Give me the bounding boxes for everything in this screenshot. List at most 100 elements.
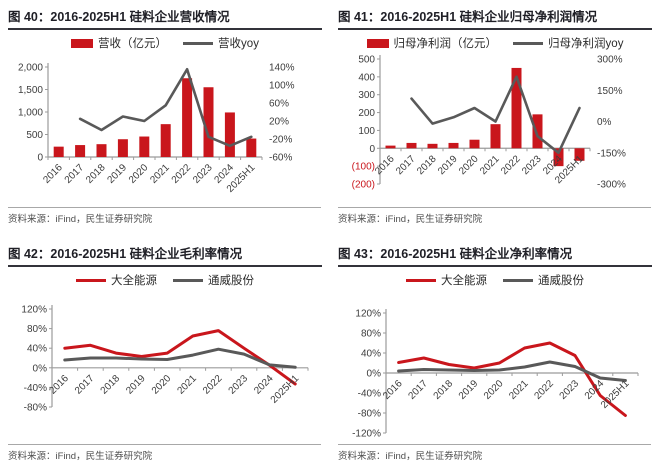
source-divider [338,444,651,445]
x-axis-category-label: 2019 [457,378,481,402]
bar [385,145,396,149]
y-axis-tick-label: -120% [352,429,381,440]
x-axis-category-label: 2021 [148,162,172,186]
y-axis-tick-label: 40% [27,344,47,355]
x-axis-category-label: 2020 [482,378,506,402]
bar [203,87,214,157]
source-text: 资料来源：iFind，民生证券研究院 [338,451,483,462]
x-axis-category-label: 2022 [201,373,225,397]
legend-item-daqo: 大全能源 [406,272,487,288]
panel-fig-42: 图 42：2016-2025H1 硅料企业毛利率情况 大全能源 通威股份 120… [0,237,330,474]
x-axis-category-label: 2021 [507,378,531,402]
figure-40-title-text: 2016-2025H1 硅料企业营收情况 [50,10,230,24]
x-axis-category-label: 2022 [532,378,556,402]
legend-item-revenue-yoy: 营收yoy [183,35,259,51]
legend-bar-swatch [366,38,389,48]
legend-item-revenue: 营收（亿元） [71,35,167,51]
x-axis-category-label: 2017 [63,162,87,186]
x-axis-category-label: 2021 [175,373,199,397]
x-axis-category-label: 2017 [406,378,430,402]
figure-41-source: 资料来源：iFind，民生证券研究院 [338,207,651,225]
figure-43-title: 图 43：2016-2025H1 硅料企业净利率情况 [338,237,652,267]
legend-label-tongwei: 通威股份 [208,275,254,287]
legend-label-netprofit-yoy: 归母净利润yoy [548,38,624,50]
x-axis-category-label: 2023 [520,153,544,177]
source-text: 资料来源：iFind，民生证券研究院 [338,214,483,225]
y-axis-tick-label: 1,000 [18,108,43,119]
bar [53,146,64,157]
y-axis-tick-label: -40% [358,389,381,400]
figure-41-number: 图 41： [338,10,381,24]
panel-fig-40: 图 40：2016-2025H1 硅料企业营收情况 营收（亿元） 营收yoy 2… [0,0,330,237]
y-axis-tick-label: 120% [21,305,47,316]
figure-42-title: 图 42：2016-2025H1 硅料企业毛利率情况 [8,237,322,267]
bar [246,138,257,157]
y2-axis-tick-label: 150% [597,86,623,97]
legend-item-netprofit-yoy: 归母净利润yoy [513,35,623,51]
legend-label-daqo: 大全能源 [441,275,487,287]
x-axis-category-label: 2020 [150,373,174,397]
bar [469,139,480,149]
x-axis-category-label: 2020 [127,162,151,186]
y-axis-tick-label: 40% [361,349,381,360]
series-line [397,341,627,417]
yoy-line [410,75,581,155]
y2-axis-tick-label: -20% [269,135,292,146]
source-text: 资料来源：iFind，民生证券研究院 [8,451,153,462]
figure-43-number: 图 43： [338,247,381,261]
figure-42-legend: 大全能源 通威股份 [0,272,330,288]
bar [117,139,128,157]
y-axis-tick-label: (100) [352,162,375,173]
x-axis-category-label: 2022 [499,153,523,177]
figure-41-title: 图 41：2016-2025H1 硅料企业归母净利润情况 [338,0,652,30]
legend-item-tongwei: 通威股份 [173,272,254,288]
y2-axis-tick-label: 300% [597,55,623,66]
figure-43-legend: 大全能源 通威股份 [330,272,660,288]
y-axis-tick-label: 0% [33,363,48,374]
netprofit-chart-canvas: 500 400 300 200 100 0 (100) (200) 300% 150% 0% -150… [352,55,626,191]
x-axis-category-label: 2016 [41,162,65,186]
x-axis-category-label: 2018 [415,153,439,177]
legend-line-swatch [76,278,106,282]
figure-40-number: 图 40： [8,10,51,24]
x-axis-category-label: 2016 [373,153,397,177]
x-axis-category-label: 2016 [381,378,405,402]
figure-42-title-text: 2016-2025H1 硅料企业毛利率情况 [50,247,243,261]
y2-axis-tick-label: -60% [269,153,292,164]
x-axis-category-label: 2017 [73,373,97,397]
series-line [63,347,297,369]
y-axis-tick-label: 0% [367,369,382,380]
legend-label-tongwei: 通威股份 [538,275,584,287]
figure-40-title: 图 40：2016-2025H1 硅料企业营收情况 [8,0,322,30]
y-axis-tick-label: 400 [358,72,375,83]
legend-label-daqo: 大全能源 [111,275,157,287]
legend-label-netprofit: 归母净利润（亿元） [393,38,498,50]
y2-axis-tick-label: 0% [597,117,612,128]
y-axis-tick-label: 1,500 [18,85,43,96]
legend-line-swatch [503,278,533,282]
y-axis-tick-label: 2,000 [18,63,43,74]
y-axis-tick-label: 80% [27,324,47,335]
x-axis-category-label: 2019 [436,153,460,177]
x-axis-category-label: 2023 [191,162,215,186]
figure-42-source: 资料来源：iFind，民生证券研究院 [8,444,321,462]
y2-axis-tick-label: 60% [269,99,289,110]
legend-item-netprofit: 归母净利润（亿元） [366,35,498,51]
y-axis-tick-label: 500 [358,55,375,66]
figure-42-number: 图 42： [8,247,51,261]
x-axis-category-label: 2022 [170,162,194,186]
bar [427,143,438,149]
x-axis-category-label: 2023 [558,378,582,402]
y2-axis-tick-label: 140% [269,63,295,74]
series-line [397,360,627,382]
bar [490,124,501,149]
panel-fig-41: 图 41：2016-2025H1 硅料企业归母净利润情况 归母净利润（亿元） 归… [330,0,660,237]
y-axis-tick-label: (200) [352,180,375,191]
bar [406,142,417,149]
source-divider [338,207,651,208]
bar [182,78,193,157]
bar [532,114,543,149]
legend-label-revenue: 营收（亿元） [98,38,168,50]
legend-bar-swatch [71,38,94,48]
legend-line-swatch [513,41,544,45]
